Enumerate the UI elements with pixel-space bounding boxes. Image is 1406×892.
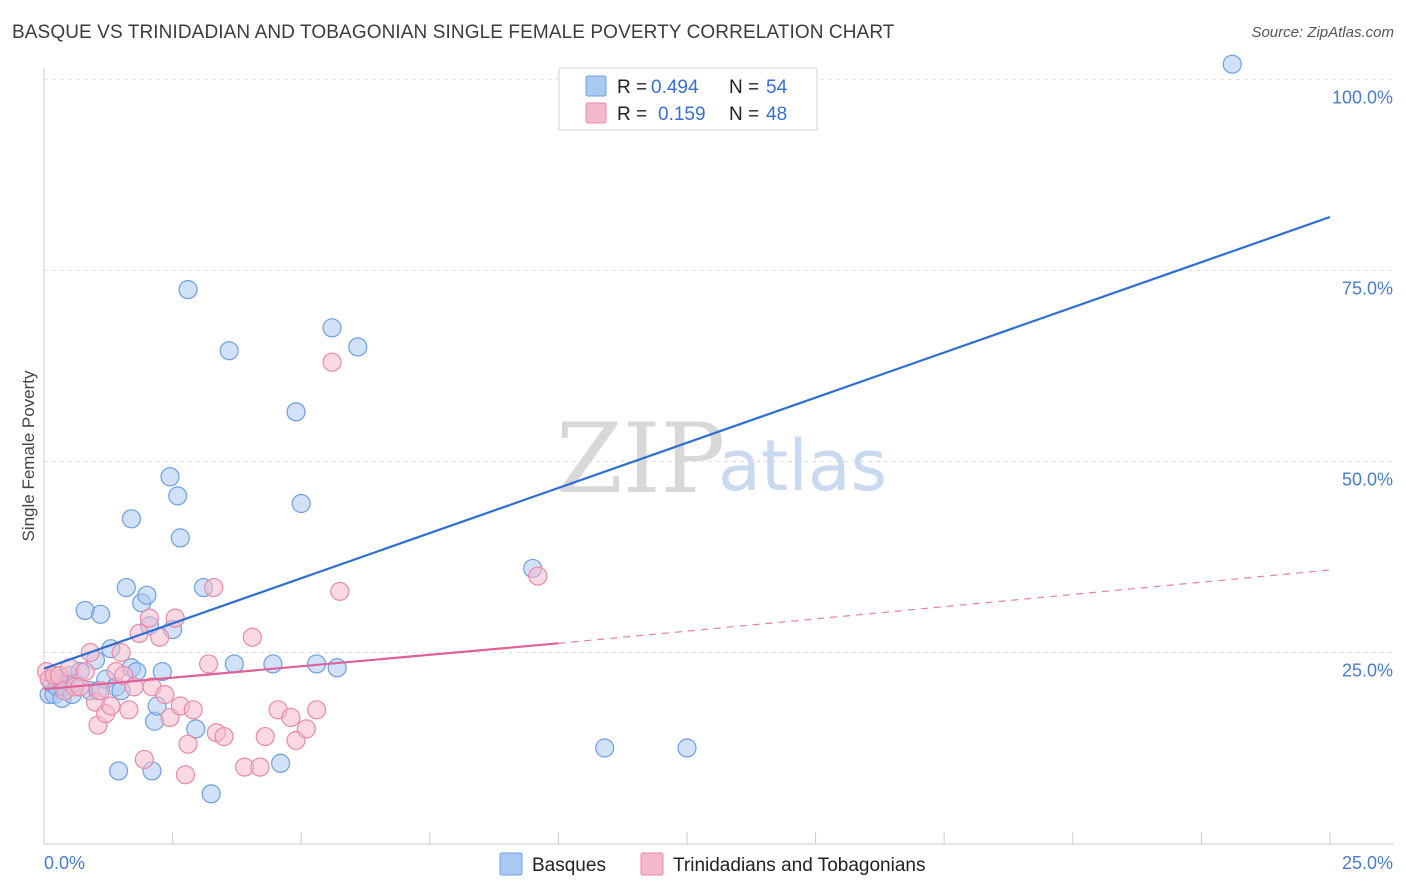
basques-point: [595, 738, 615, 758]
legend-swatch-trinidadian: [585, 102, 607, 124]
trinidadian-trend-extension: [558, 569, 1331, 644]
y-tick-label-100: 100.0%: [1332, 88, 1393, 108]
legend-n-label-basques: N =: [729, 77, 759, 98]
y-tick-label-25: 25.0%: [1342, 661, 1393, 681]
y-tick-label-50: 50.0%: [1342, 470, 1393, 490]
series-trinidadian-points: [36, 352, 548, 785]
bottom-legend-swatch-basques: [499, 852, 523, 876]
legend-n-value-basques: 54: [766, 77, 788, 98]
trinidadian-point: [214, 726, 234, 747]
basques-point: [90, 604, 111, 624]
legend-r-value-basques: 0.494: [651, 77, 699, 98]
trinidadian-point: [255, 726, 275, 747]
basques-point: [1222, 54, 1242, 74]
bottom-legend-label-trinidadian: Trinidadians and Tobagonians: [673, 855, 925, 876]
basques-point: [286, 402, 306, 422]
legend-n-label-trinidadian: N =: [729, 104, 759, 125]
legend-r-value-trinidadian: 0.159: [658, 104, 706, 125]
trinidadian-point: [101, 696, 121, 716]
bottom-legend-swatch-trinidadian: [640, 852, 664, 876]
trinidadian-point: [129, 623, 149, 644]
x-axis-ticks: [43, 832, 1331, 844]
basques-point: [186, 719, 206, 739]
basques-point: [168, 486, 188, 506]
correlation-legend: R = 0.494 N = 54 R = 0.159 N = 48: [558, 67, 818, 131]
basques-point: [152, 661, 172, 682]
trend-lines: [43, 215, 1331, 691]
basques-point: [160, 467, 180, 487]
trinidadian-point: [199, 654, 219, 674]
basques-point: [348, 337, 368, 357]
trinidadian-point: [75, 661, 95, 682]
chart-title: BASQUE VS TRINIDADIAN AND TOBAGONIAN SIN…: [12, 22, 895, 43]
y-tick-labels: 25.0% 50.0% 75.0% 100.0%: [1332, 88, 1393, 681]
basques-point: [224, 654, 244, 674]
watermark: ZIP atlas: [556, 403, 887, 515]
basques-point: [121, 509, 142, 529]
trinidadian-point: [119, 700, 139, 720]
y-tick-label-75: 75.0%: [1342, 279, 1393, 299]
grid-lines: [44, 79, 1393, 653]
legend-r-label-trinidadian: R =: [617, 104, 647, 125]
trinidadian-point: [322, 352, 342, 372]
basques-point: [116, 577, 136, 598]
basques-point: [271, 753, 291, 773]
trinidadian-point: [134, 749, 154, 770]
series-legend: Basques Trinidadians and Tobagonians: [499, 852, 925, 876]
trinidadian-point: [183, 700, 203, 720]
basques-point: [219, 341, 239, 361]
basques-point: [677, 738, 697, 758]
basques-point: [178, 280, 198, 300]
axes: [43, 68, 1393, 845]
bottom-legend-label-basques: Basques: [532, 855, 606, 876]
basques-trend-line: [43, 215, 1331, 670]
trinidadian-point: [111, 642, 131, 663]
source-credit: Source: ZipAtlas.com: [1251, 24, 1394, 41]
legend-n-value-trinidadian: 48: [766, 104, 787, 125]
basques-point: [108, 761, 129, 781]
trinidadian-point: [250, 757, 270, 777]
trinidadian-trend-line: [43, 642, 559, 691]
basques-point: [201, 784, 221, 804]
trinidadian-point: [175, 765, 196, 785]
trinidadian-point: [90, 681, 111, 701]
basques-point: [322, 318, 342, 338]
x-tick-label-min: 0.0%: [44, 853, 85, 873]
x-tick-label-max: 25.0%: [1342, 853, 1393, 873]
trinidadian-point: [155, 684, 175, 705]
legend-r-label-basques: R =: [617, 77, 647, 98]
trinidadian-point: [178, 734, 198, 754]
y-axis-label: Single Female Poverty: [19, 370, 38, 542]
trinidadian-point: [139, 608, 160, 628]
basques-point: [137, 585, 157, 605]
basques-point: [170, 528, 190, 548]
trinidadian-point: [242, 627, 262, 647]
watermark-atlas: atlas: [718, 425, 887, 507]
trinidadian-point: [165, 608, 185, 628]
trinidadian-point: [307, 700, 327, 720]
trinidadian-point: [204, 577, 224, 598]
trinidadian-point: [330, 581, 350, 601]
basques-point: [291, 493, 311, 514]
trinidadian-point: [281, 707, 301, 728]
trinidadian-point: [528, 566, 548, 586]
legend-swatch-basques: [585, 75, 607, 97]
trinidadian-point: [296, 719, 316, 739]
